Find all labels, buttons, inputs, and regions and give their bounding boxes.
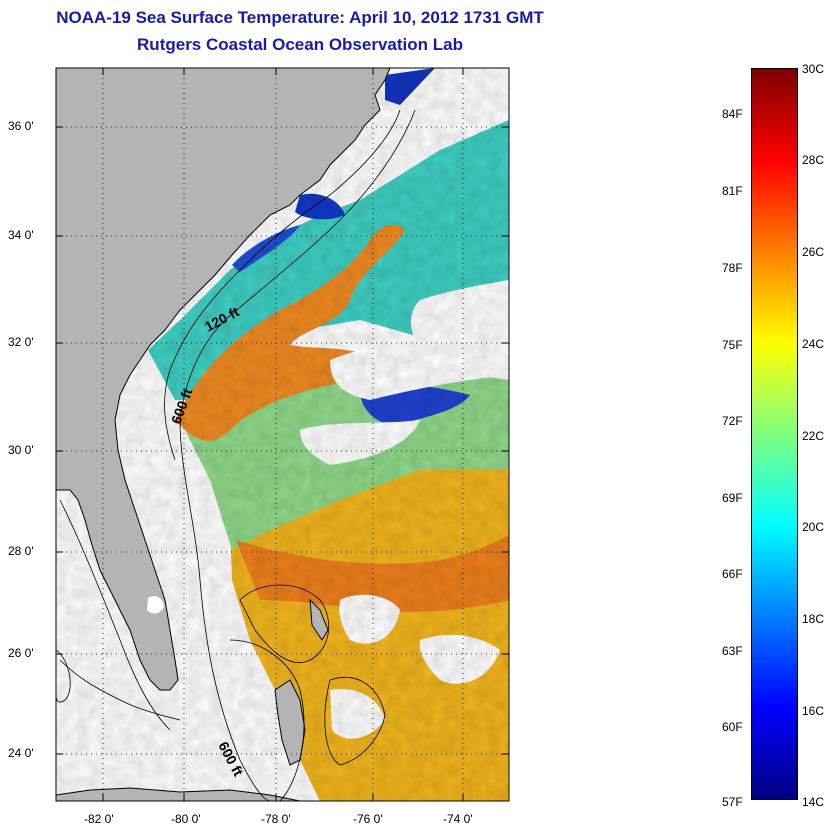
temperature-colorbar: [751, 68, 798, 800]
contour-gulf: [56, 649, 71, 703]
colorbar-fahrenheit-label: 69F: [722, 491, 743, 505]
colorbar-fahrenheit-label: 72F: [722, 414, 743, 428]
lat-label: 24 0': [8, 746, 34, 760]
colorbar-fahrenheit-label: 63F: [722, 644, 743, 658]
map-frame: [55, 67, 510, 802]
colorbar-celsius-label: 18C: [802, 612, 825, 626]
contour-600ft: [179, 109, 416, 801]
colorbar-celsius-label: 16C: [802, 704, 825, 718]
colorbar-fahrenheit-label: 57F: [722, 795, 743, 809]
colorbar-celsius-label: 30C: [802, 62, 825, 76]
graticule: [56, 68, 509, 801]
colorbar-fahrenheit-label: 81F: [722, 184, 743, 198]
bathymetry-contours: [56, 109, 416, 801]
map-tick-marks: [56, 68, 509, 801]
contour-bahamas-bank: [239, 584, 329, 663]
contour-florida-west: [59, 499, 171, 731]
colorbar-celsius-label: 26C: [802, 245, 825, 259]
lat-label: 32 0': [8, 335, 34, 349]
colorbar-fahrenheit-label: 84F: [722, 107, 743, 121]
contour-bahamas-great: [229, 639, 305, 801]
lon-label: -82 0': [84, 812, 114, 826]
colorbar-celsius-label: 22C: [802, 429, 825, 443]
lon-label: -76 0': [353, 812, 383, 826]
contour-florida-keys: [59, 659, 181, 721]
lat-label: 34 0': [8, 228, 34, 242]
lat-label: 36 0': [8, 119, 34, 133]
colorbar-fahrenheit-label: 75F: [722, 338, 743, 352]
colorbar-fahrenheit-label: 66F: [722, 567, 743, 581]
map-title: NOAA-19 Sea Surface Temperature: April 1…: [56, 8, 544, 27]
colorbar-celsius-label: 20C: [802, 520, 825, 534]
colorbar-fahrenheit-label: 78F: [722, 261, 743, 275]
lon-label: -74 0': [443, 812, 473, 826]
colorbar-celsius-label: 14C: [802, 795, 825, 809]
contour-bahamas-east: [324, 677, 386, 766]
lon-label: -80 0': [171, 812, 201, 826]
contour-120ft: [164, 109, 401, 461]
lat-label: 26 0': [8, 646, 34, 660]
lat-label: 30 0': [8, 443, 34, 457]
colorbar-fahrenheit-label: 60F: [722, 720, 743, 734]
map-subtitle: Rutgers Coastal Ocean Observation Lab: [137, 35, 463, 54]
land-cuba: [56, 787, 301, 801]
land-abaco: [309, 598, 329, 641]
land-lake-okeechobee: [147, 595, 164, 614]
land-southeast-us: [56, 68, 391, 691]
lat-label: 28 0': [8, 544, 34, 558]
colorbar-celsius-label: 28C: [802, 153, 825, 167]
colorbar-celsius-label: 24C: [802, 337, 825, 351]
lon-label: -78 0': [261, 812, 291, 826]
